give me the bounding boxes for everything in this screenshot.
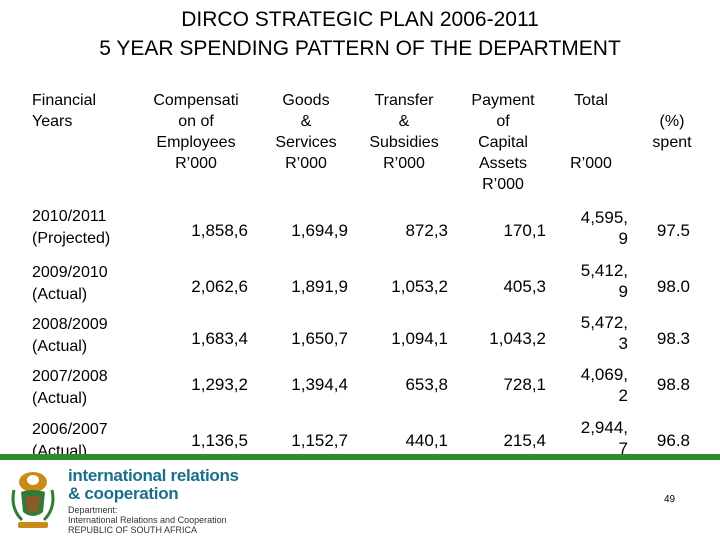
- header-line: R’000: [285, 155, 327, 172]
- year-status: (Projected): [32, 230, 111, 247]
- table-row-year: 2009/2010 (Actual): [32, 262, 108, 306]
- cell-compensation: 1,858,6: [191, 221, 248, 240]
- cell-goods: 1,394,4: [291, 375, 348, 394]
- header-transfer-subsidies: Transfer & Subsidies R’000: [356, 90, 452, 174]
- cell-total: 5,472, 3: [556, 312, 628, 354]
- cell-goods: 1,891,9: [291, 277, 348, 296]
- year-status: (Actual): [32, 390, 88, 407]
- total-part: 2: [618, 386, 628, 405]
- total-part: 5,472,: [580, 313, 628, 332]
- total-part: 3: [618, 334, 628, 353]
- cell-capital: 1,043,2: [489, 329, 546, 348]
- cell-capital: 728,1: [503, 375, 546, 394]
- country-name: REPUBLIC OF SOUTH AFRICA: [68, 525, 198, 535]
- page-title: DIRCO STRATEGIC PLAN 2006-2011: [181, 8, 539, 31]
- header-line: &: [398, 113, 410, 130]
- header-spacer: [556, 111, 626, 153]
- header-line: spent: [652, 134, 692, 151]
- total-part: 7: [618, 439, 628, 458]
- cell-percent: 98.0: [656, 277, 690, 296]
- header-line: Goods: [282, 92, 330, 109]
- dept-name: International Relations and Cooperation: [68, 515, 227, 525]
- header-line: Assets: [478, 155, 527, 172]
- cell-compensation: 1,293,2: [191, 375, 248, 394]
- table-row-year: 2010/2011 (Projected): [32, 206, 110, 250]
- cell-total: 2,944, 7: [556, 417, 628, 459]
- table-row-year: 2007/2008 (Actual): [32, 366, 108, 410]
- cell-goods: 1,694,9: [291, 221, 348, 240]
- cell-compensation: 1,136,5: [191, 431, 248, 450]
- header-line: Transfer: [374, 92, 434, 109]
- cell-percent: 96.8: [656, 431, 690, 450]
- header-line: Employees: [156, 134, 236, 151]
- header-line: Financial: [32, 92, 97, 109]
- year-label: 2006/2007: [32, 421, 108, 438]
- header-line: Years: [32, 113, 73, 130]
- page-number: 49: [664, 494, 676, 505]
- year-label: 2008/2009: [32, 316, 108, 333]
- header-percent-spent: (%) spent: [632, 111, 712, 153]
- header-total: Total R’000: [556, 90, 626, 174]
- header-line: &: [300, 113, 312, 130]
- org-name-line1: international relations: [68, 466, 239, 485]
- header-line: Capital: [478, 134, 528, 151]
- header-line: on of: [178, 113, 214, 130]
- total-part: 4,595,: [580, 208, 628, 227]
- cell-capital: 170,1: [503, 221, 546, 240]
- year-status: (Actual): [32, 338, 88, 355]
- dept-label: Department:: [68, 505, 118, 515]
- cell-total: 4,595, 9: [556, 207, 628, 249]
- year-label: 2009/2010: [32, 264, 108, 281]
- coat-of-arms-logo: [11, 472, 55, 528]
- cell-percent: 97.5: [656, 221, 690, 240]
- header-line: (%): [659, 113, 685, 130]
- cell-transfer: 440,1: [405, 431, 448, 450]
- header-line: R’000: [482, 176, 524, 193]
- header-line: Services: [275, 134, 337, 151]
- cell-percent: 98.3: [656, 329, 690, 348]
- cell-transfer: 872,3: [405, 221, 448, 240]
- footer-accent-bar: [0, 454, 720, 460]
- cell-total: 5,412, 9: [556, 260, 628, 302]
- header-line: of: [496, 113, 510, 130]
- table-row-year: 2008/2009 (Actual): [32, 314, 108, 358]
- header-line: Total: [574, 92, 608, 109]
- year-status: (Actual): [32, 286, 88, 303]
- header-financial-years: Financial Years: [32, 90, 132, 132]
- total-part: 9: [618, 229, 628, 248]
- header-line: R’000: [570, 155, 612, 172]
- header-capital-assets: Payment of Capital Assets R’000: [458, 90, 548, 195]
- cell-capital: 405,3: [503, 277, 546, 296]
- cell-transfer: 1,094,1: [391, 329, 448, 348]
- header-line: Subsidies: [369, 134, 439, 151]
- total-part: 5,412,: [580, 261, 628, 280]
- cell-compensation: 1,683,4: [191, 329, 248, 348]
- cell-transfer: 1,053,2: [391, 277, 448, 296]
- total-part: 9: [618, 282, 628, 301]
- org-name-line2: & cooperation: [68, 484, 179, 503]
- total-part: 2,944,: [580, 418, 628, 437]
- year-label: 2010/2011: [32, 208, 107, 225]
- header-compensation: Compensati on of Employees R’000: [140, 90, 252, 174]
- cell-percent: 98.8: [656, 375, 690, 394]
- page-subtitle: 5 YEAR SPENDING PATTERN OF THE DEPARTMEN…: [99, 37, 621, 60]
- header-goods-services: Goods & Services R’000: [262, 90, 350, 174]
- header-line: Compensati: [153, 92, 239, 109]
- cell-goods: 1,152,7: [291, 431, 348, 450]
- year-label: 2007/2008: [32, 368, 108, 385]
- header-line: R’000: [383, 155, 425, 172]
- cell-capital: 215,4: [503, 431, 546, 450]
- cell-total: 4,069, 2: [556, 364, 628, 406]
- header-line: Payment: [471, 92, 535, 109]
- header-line: R’000: [175, 155, 217, 172]
- cell-compensation: 2,062,6: [191, 277, 248, 296]
- total-part: 4,069,: [580, 365, 628, 384]
- cell-goods: 1,650,7: [291, 329, 348, 348]
- cell-transfer: 653,8: [405, 375, 448, 394]
